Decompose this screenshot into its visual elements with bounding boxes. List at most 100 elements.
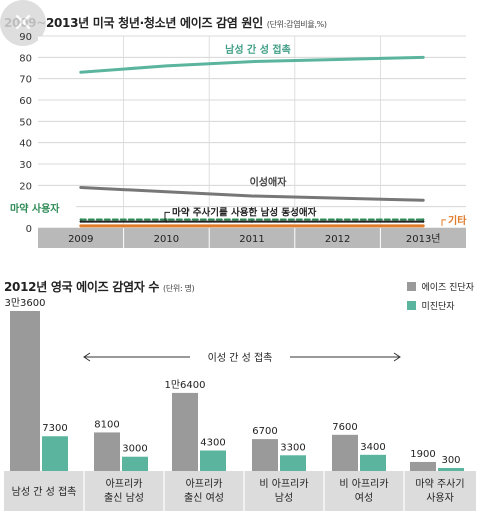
- bar-diagnosed: [10, 311, 40, 471]
- chart1-title-text: 2009~2013년 미국 청년·청소년 에이즈 감염 원인: [4, 16, 263, 30]
- y-tick-label: 30: [19, 160, 32, 171]
- data-point: [422, 56, 425, 59]
- data-point: [336, 220, 339, 223]
- x-tick-label: 2012: [325, 234, 350, 245]
- data-point: [79, 220, 83, 223]
- y-tick-label: 60: [19, 96, 32, 107]
- y-tick-label: 90: [19, 32, 32, 43]
- bracket-arrow-right: [393, 352, 401, 362]
- bar-value-undiagnosed: 3400: [360, 442, 385, 453]
- bar-value-diagnosed: 1만6400: [164, 379, 205, 391]
- category-label: 아프리카: [106, 478, 143, 490]
- y-tick-label: 70: [19, 75, 32, 86]
- bar-value-diagnosed: 3만3600: [4, 297, 45, 309]
- data-point: [165, 220, 168, 223]
- data-point: [79, 71, 83, 74]
- bar-undiagnosed: [200, 450, 226, 471]
- bar-undiagnosed: [122, 456, 148, 471]
- bar-value-diagnosed: 6700: [252, 426, 277, 437]
- data-point: [250, 194, 254, 198]
- data-point: [79, 224, 83, 228]
- category-label: 남성: [275, 492, 293, 504]
- data-point: [79, 186, 83, 189]
- bar-value-undiagnosed: 3000: [122, 444, 147, 455]
- legend-item-diagnosed: 에이즈 진단자: [407, 280, 474, 293]
- category-label: 여성: [355, 492, 373, 504]
- data-point: [336, 224, 339, 228]
- y-tick-label: 80: [19, 53, 32, 64]
- label-bg: [8, 201, 76, 215]
- data-point: [250, 224, 254, 228]
- y-tick-label: 50: [19, 117, 32, 128]
- x-tick-label: 2010: [154, 234, 179, 245]
- data-point: [79, 218, 83, 221]
- bracket-label: 이성 간 성 접촉: [208, 352, 273, 364]
- bar-undiagnosed: [280, 455, 306, 471]
- data-point: [336, 196, 339, 200]
- y-tick-label: 20: [19, 181, 32, 192]
- chart2-unit: (단위: 명): [163, 284, 195, 293]
- chart2-title: 2012년 영국 에이즈 감염자 수 (단위: 명): [4, 278, 195, 295]
- bar-value-diagnosed: 7600: [332, 422, 357, 433]
- category-label: 출신 여성: [184, 492, 224, 504]
- data-point: [165, 64, 168, 68]
- bar-value-diagnosed: 8100: [94, 419, 119, 430]
- series-label: 이성애자: [250, 176, 288, 189]
- x-tick-label: 2009: [68, 234, 93, 245]
- data-point: [250, 218, 254, 221]
- x-tick-label: 2011: [239, 234, 264, 245]
- series-label: 기타: [448, 214, 467, 227]
- data-point: [422, 218, 425, 221]
- series-label: 마약 사용자: [10, 202, 60, 215]
- legend-label-undiagnosed: 미진단자: [421, 302, 455, 312]
- data-point: [422, 199, 425, 202]
- category-label: 남성 간 성 접촉: [12, 486, 77, 498]
- bar-diagnosed: [252, 439, 278, 471]
- y-tick-label: 40: [19, 139, 32, 150]
- bar-diagnosed: [332, 434, 358, 471]
- chart1-title: 2009~2013년 미국 청년·청소년 에이즈 감염 원인 (단위:감염비율,…: [4, 14, 327, 31]
- data-point: [165, 218, 168, 221]
- chart2-title-text: 2012년 영국 에이즈 감염자 수: [4, 280, 160, 294]
- chart2-legend: 에이즈 진단자 미진단자: [407, 280, 474, 318]
- data-point: [250, 220, 254, 223]
- bar-value-undiagnosed: 7300: [42, 423, 67, 434]
- category-label: 아프리카: [186, 478, 223, 490]
- bar-undiagnosed: [438, 468, 464, 471]
- x-tick-label: 2013년: [406, 233, 441, 245]
- label-leader: [441, 219, 446, 226]
- bar-value-undiagnosed: 3300: [280, 442, 305, 453]
- x-axis-band: [38, 228, 466, 248]
- data-point: [422, 224, 425, 228]
- chart1-svg: 010203040506070809020092010201120122013년…: [8, 32, 467, 248]
- bracket-arrow-left: [83, 352, 91, 362]
- series-label: 남성 간 성 접촉: [225, 43, 291, 56]
- category-label: 비 아프리카: [339, 478, 388, 490]
- category-label: 사용자: [426, 492, 454, 504]
- category-band: [4, 471, 476, 511]
- data-point: [336, 58, 339, 61]
- bar-value-undiagnosed: 300: [441, 455, 460, 466]
- bar-diagnosed: [172, 392, 198, 471]
- legend-label-diagnosed: 에이즈 진단자: [421, 283, 474, 293]
- data-point: [165, 190, 168, 193]
- bar-value-diagnosed: 1900: [410, 449, 435, 460]
- data-point: [165, 224, 168, 228]
- data-point: [250, 60, 254, 63]
- series-label: 마약 주사기를 사용한 남성 동성애자: [172, 206, 317, 218]
- bar-undiagnosed: [360, 454, 386, 471]
- bar-diagnosed: [410, 461, 436, 471]
- label-leader: [164, 211, 170, 222]
- data-point: [422, 220, 425, 223]
- legend-item-undiagnosed: 미진단자: [407, 299, 474, 312]
- bar-undiagnosed: [42, 436, 68, 471]
- category-label: 비 아프리카: [259, 478, 308, 490]
- data-point: [336, 218, 339, 221]
- bar-diagnosed: [94, 432, 120, 471]
- legend-swatch-undiagnosed: [407, 301, 417, 310]
- category-label: 출신 남성: [104, 492, 144, 504]
- chart1-unit: (단위:감염비율,%): [266, 20, 327, 29]
- bar-value-undiagnosed: 4300: [200, 438, 225, 449]
- y-tick-label: 0: [26, 224, 32, 235]
